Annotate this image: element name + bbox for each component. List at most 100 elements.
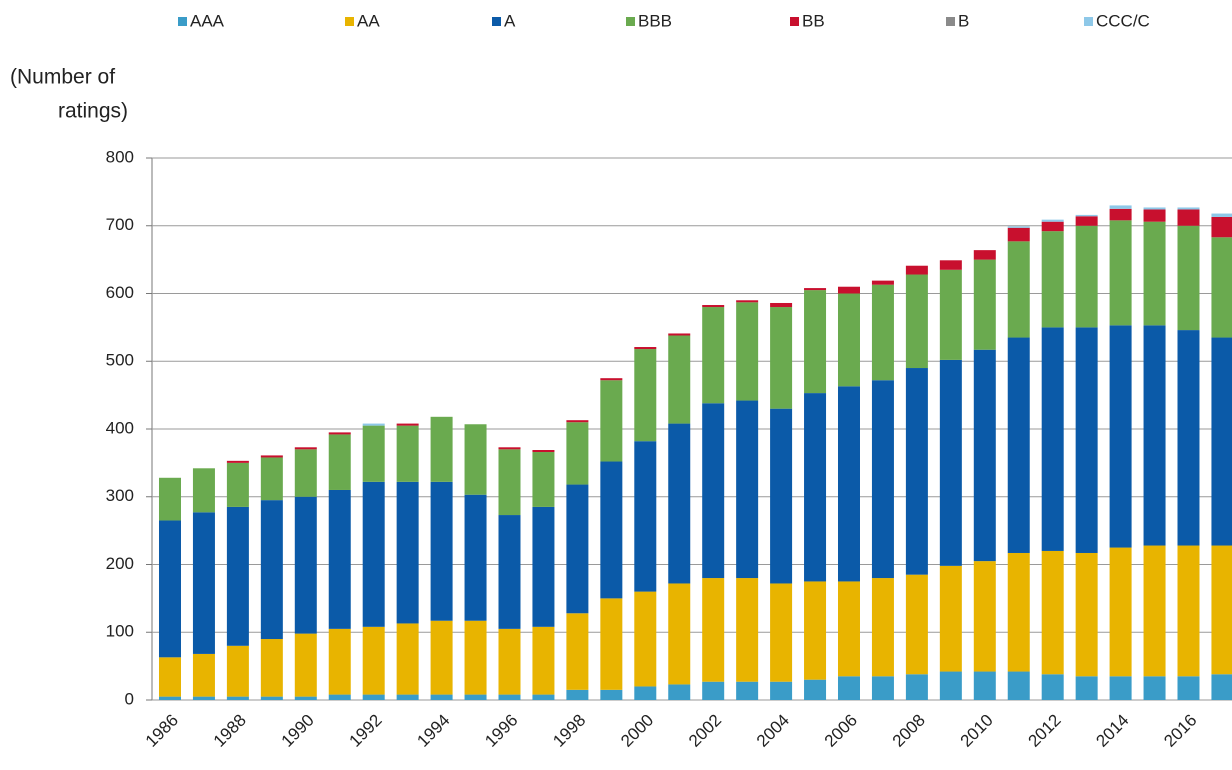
bar-segment (362, 425, 385, 482)
bar-segment (260, 639, 283, 697)
bar-segment (1007, 227, 1030, 242)
bar-segment (430, 416, 453, 482)
bar-segment (1109, 205, 1132, 209)
bar-segment (770, 307, 793, 409)
bar-segment (226, 460, 249, 463)
bar-segment (192, 468, 215, 513)
bar-segment (973, 250, 996, 260)
bar-segment (1109, 208, 1132, 221)
bar-segment (1041, 550, 1064, 675)
legend-label: AAA (190, 11, 225, 30)
bar-segment (600, 461, 623, 599)
bar-segment (1041, 231, 1064, 328)
bar-segment (804, 288, 827, 291)
bar-segment (1007, 552, 1030, 672)
bar-segment (939, 260, 962, 270)
bar-segment (600, 598, 623, 690)
x-tick-label: 1996 (481, 711, 521, 751)
bar-segment (837, 581, 860, 677)
bar-segment (905, 274, 928, 369)
bar-segment (158, 696, 181, 700)
bar-segment (1109, 325, 1132, 548)
bar-segment (1109, 547, 1132, 677)
bar-segment (1143, 325, 1166, 546)
bar-segment (362, 626, 385, 695)
bar-segment (1211, 213, 1232, 217)
bar-segment (1075, 552, 1098, 677)
x-tick-label: 2016 (1160, 711, 1200, 751)
bar-segment (973, 349, 996, 562)
legend-swatch (946, 17, 955, 26)
bar-segment (702, 681, 725, 700)
bar-segment (430, 620, 453, 695)
bar-segment (260, 696, 283, 700)
bar-segment (158, 657, 181, 697)
legend-swatch (790, 17, 799, 26)
bar-segment (973, 259, 996, 350)
legend-label: B (958, 11, 969, 30)
bar-segment (1211, 545, 1232, 675)
bar-segment (736, 578, 759, 682)
bar-segment (430, 694, 453, 700)
bar-segment (226, 645, 249, 697)
bar-segment (498, 628, 521, 695)
bar-segment (837, 676, 860, 700)
bar-segment (498, 447, 521, 450)
bar-segment (600, 378, 623, 381)
bar-segment (328, 628, 351, 695)
bar-segment (226, 506, 249, 646)
bar-segment (871, 676, 894, 700)
y-tick-label: 700 (106, 215, 134, 234)
x-tick-label: 1990 (278, 711, 318, 751)
y-tick-label: 0 (125, 689, 134, 708)
y-axis-label: ratings) (58, 100, 128, 123)
bar-segment (566, 484, 589, 614)
bar-segment (532, 506, 555, 627)
y-tick-label: 100 (106, 622, 134, 641)
bar-segment (464, 620, 487, 695)
legend-swatch (492, 17, 501, 26)
legend-label: BBB (638, 11, 672, 30)
bar-segment (1075, 216, 1098, 226)
bar-segment (498, 515, 521, 629)
bar-segment (939, 671, 962, 700)
bar-segment (294, 633, 317, 697)
x-tick-label: 1986 (142, 711, 182, 751)
bar-segment (396, 623, 419, 695)
x-tick-label: 1992 (346, 711, 386, 751)
bar-segment (634, 686, 657, 700)
bar-segment (1211, 674, 1232, 700)
bar-segment (430, 481, 453, 621)
bar-segment (158, 477, 181, 521)
bar-segment (837, 293, 860, 387)
bar-segment (1177, 207, 1200, 210)
bar-segment (939, 269, 962, 360)
bar-segment (396, 481, 419, 624)
bar-segment (770, 302, 793, 308)
bar-segment (1109, 220, 1132, 326)
bar-segment (192, 512, 215, 654)
bar-segment (362, 694, 385, 700)
x-tick-label: 2014 (1092, 711, 1132, 751)
bar-segment (1075, 676, 1098, 700)
bar-segment (804, 290, 827, 394)
bar-segment (973, 671, 996, 700)
x-tick-label: 1988 (210, 711, 250, 751)
bar-segment (362, 481, 385, 627)
bar-segment (1143, 221, 1166, 326)
legend-swatch (345, 17, 354, 26)
bar-segment (804, 679, 827, 700)
x-tick-label: 2004 (753, 711, 793, 751)
bar-segment (1143, 676, 1166, 700)
bar-segment (1075, 327, 1098, 553)
bar-segment (905, 265, 928, 275)
bar-segment (1177, 330, 1200, 546)
x-tick-label: 2012 (1025, 711, 1065, 751)
x-tick-label: 2006 (821, 711, 861, 751)
bar-segment (294, 447, 317, 450)
bar-segment (871, 284, 894, 381)
bar-segment (396, 423, 419, 426)
bar-segment (871, 578, 894, 677)
y-tick-label: 400 (106, 418, 134, 437)
